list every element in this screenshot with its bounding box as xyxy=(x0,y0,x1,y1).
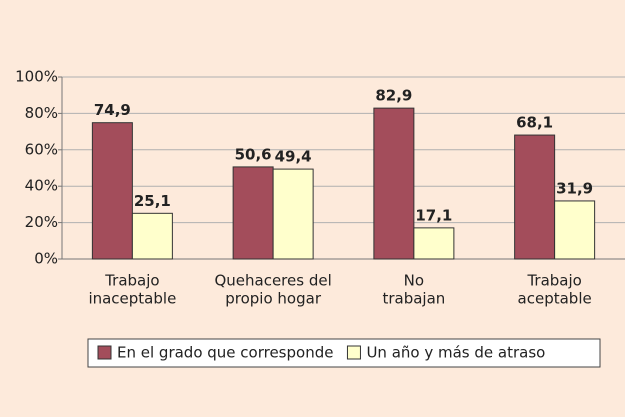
y-tick-label: 60% xyxy=(25,140,58,158)
bar xyxy=(232,166,274,260)
value-label: 49,4 xyxy=(275,148,312,166)
bar xyxy=(413,227,455,260)
bar xyxy=(554,200,596,260)
bar xyxy=(514,134,556,260)
bar xyxy=(91,122,133,260)
x-tick-label: trabajan xyxy=(382,290,445,308)
bar xyxy=(373,107,415,260)
x-tick-label: aceptable xyxy=(518,290,592,308)
legend-box xyxy=(87,338,601,368)
value-label: 17,1 xyxy=(415,206,452,224)
bar xyxy=(272,168,314,260)
x-tick-label: Trabajo xyxy=(104,272,159,290)
legend-label: En el grado que corresponde xyxy=(117,344,333,362)
x-tick-label: propio hogar xyxy=(225,290,322,308)
value-label: 50,6 xyxy=(235,145,272,163)
y-tick-label: 80% xyxy=(25,104,58,122)
y-tick-label: 100% xyxy=(15,68,58,86)
x-tick-label: inaceptable xyxy=(88,290,176,308)
x-tick-label: No xyxy=(404,272,424,290)
x-tick-label: Quehaceres del xyxy=(214,272,331,290)
legend-swatch xyxy=(97,345,112,360)
y-tick-label: 0% xyxy=(34,250,58,268)
y-tick-label: 20% xyxy=(25,213,58,231)
legend-label: Un año y más de atraso xyxy=(366,344,545,362)
value-label: 25,1 xyxy=(134,192,171,210)
value-label: 31,9 xyxy=(556,179,593,197)
value-label: 82,9 xyxy=(375,87,412,105)
bar xyxy=(131,212,173,260)
value-label: 74,9 xyxy=(94,101,131,119)
x-tick-label: Trabajo xyxy=(526,272,581,290)
y-tick-label: 40% xyxy=(25,177,58,195)
value-label: 68,1 xyxy=(516,114,553,132)
legend-swatch xyxy=(346,345,361,360)
